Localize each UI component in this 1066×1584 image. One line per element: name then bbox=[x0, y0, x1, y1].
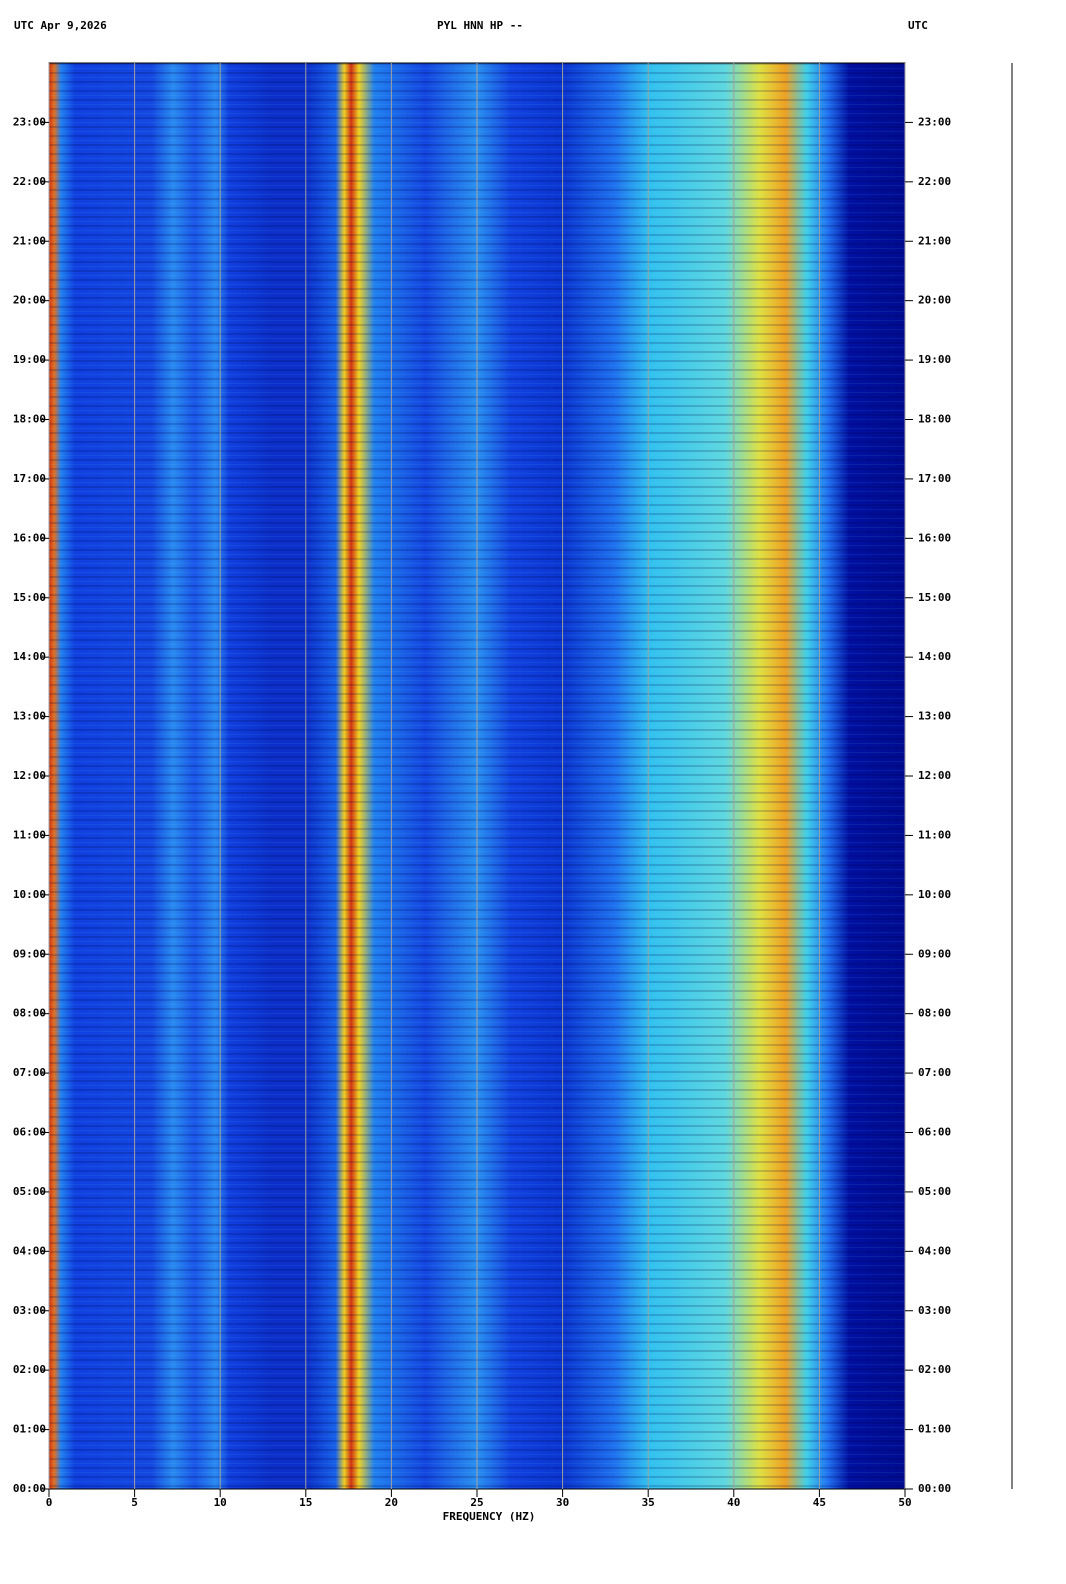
x-tick-label: 5 bbox=[131, 1496, 138, 1509]
y-tick-label: 15:00 bbox=[918, 591, 951, 604]
y-tick-label: 10:00 bbox=[918, 888, 951, 901]
y-tick-label: 19:00 bbox=[13, 353, 46, 366]
y-tick-label: 21:00 bbox=[918, 234, 951, 247]
y-tick-label: 16:00 bbox=[918, 531, 951, 544]
y-tick-label: 03:00 bbox=[918, 1304, 951, 1317]
y-tick-label: 07:00 bbox=[918, 1066, 951, 1079]
y-tick-label: 20:00 bbox=[13, 294, 46, 307]
y-tick-label: 02:00 bbox=[918, 1363, 951, 1376]
y-tick-label: 06:00 bbox=[918, 1126, 951, 1139]
y-tick-label: 22:00 bbox=[13, 175, 46, 188]
y-tick-label: 06:00 bbox=[13, 1126, 46, 1139]
x-tick-label: 50 bbox=[898, 1496, 911, 1509]
y-tick-label: 05:00 bbox=[13, 1185, 46, 1198]
y-tick-label: 15:00 bbox=[13, 591, 46, 604]
y-tick-label: 09:00 bbox=[918, 947, 951, 960]
y-tick-label: 16:00 bbox=[13, 531, 46, 544]
x-tick-label: 40 bbox=[727, 1496, 740, 1509]
y-tick-label: 19:00 bbox=[918, 353, 951, 366]
y-tick-label: 18:00 bbox=[13, 413, 46, 426]
y-tick-label: 09:00 bbox=[13, 947, 46, 960]
y-tick-label: 05:00 bbox=[918, 1185, 951, 1198]
x-tick-label: 35 bbox=[642, 1496, 655, 1509]
x-tick-label: 0 bbox=[46, 1496, 53, 1509]
y-tick-label: 13:00 bbox=[13, 710, 46, 723]
y-tick-label: 23:00 bbox=[918, 115, 951, 128]
x-tick-label: 45 bbox=[813, 1496, 826, 1509]
x-tick-label: 10 bbox=[214, 1496, 227, 1509]
y-tick-label: 14:00 bbox=[918, 650, 951, 663]
x-tick-label: 15 bbox=[299, 1496, 312, 1509]
chart-title: PYL HNN HP -- bbox=[437, 19, 523, 32]
y-tick-label: 12:00 bbox=[918, 769, 951, 782]
y-tick-label: 00:00 bbox=[918, 1482, 951, 1495]
y-tick-label: 13:00 bbox=[918, 710, 951, 723]
y-tick-label: 08:00 bbox=[13, 1007, 46, 1020]
x-axis-label: FREQUENCY (HZ) bbox=[443, 1510, 536, 1523]
y-tick-label: 17:00 bbox=[918, 472, 951, 485]
x-tick-label: 30 bbox=[556, 1496, 569, 1509]
y-tick-label: 11:00 bbox=[13, 828, 46, 841]
right-label: UTC bbox=[908, 19, 928, 32]
y-tick-label: 20:00 bbox=[918, 294, 951, 307]
y-tick-label: 21:00 bbox=[13, 234, 46, 247]
y-tick-label: 11:00 bbox=[918, 828, 951, 841]
y-tick-label: 01:00 bbox=[918, 1423, 951, 1436]
x-tick-label: 20 bbox=[385, 1496, 398, 1509]
y-tick-label: 22:00 bbox=[918, 175, 951, 188]
y-tick-label: 04:00 bbox=[13, 1244, 46, 1257]
y-tick-label: 00:00 bbox=[13, 1482, 46, 1495]
y-tick-label: 03:00 bbox=[13, 1304, 46, 1317]
y-tick-label: 04:00 bbox=[918, 1244, 951, 1257]
y-tick-label: 01:00 bbox=[13, 1423, 46, 1436]
y-tick-label: 18:00 bbox=[918, 413, 951, 426]
y-tick-label: 23:00 bbox=[13, 115, 46, 128]
y-tick-label: 17:00 bbox=[13, 472, 46, 485]
y-tick-label: 14:00 bbox=[13, 650, 46, 663]
y-tick-label: 07:00 bbox=[13, 1066, 46, 1079]
x-tick-label: 25 bbox=[470, 1496, 483, 1509]
date-label: UTC Apr 9,2026 bbox=[14, 19, 107, 32]
y-tick-label: 02:00 bbox=[13, 1363, 46, 1376]
y-tick-label: 12:00 bbox=[13, 769, 46, 782]
y-tick-label: 10:00 bbox=[13, 888, 46, 901]
y-tick-label: 08:00 bbox=[918, 1007, 951, 1020]
